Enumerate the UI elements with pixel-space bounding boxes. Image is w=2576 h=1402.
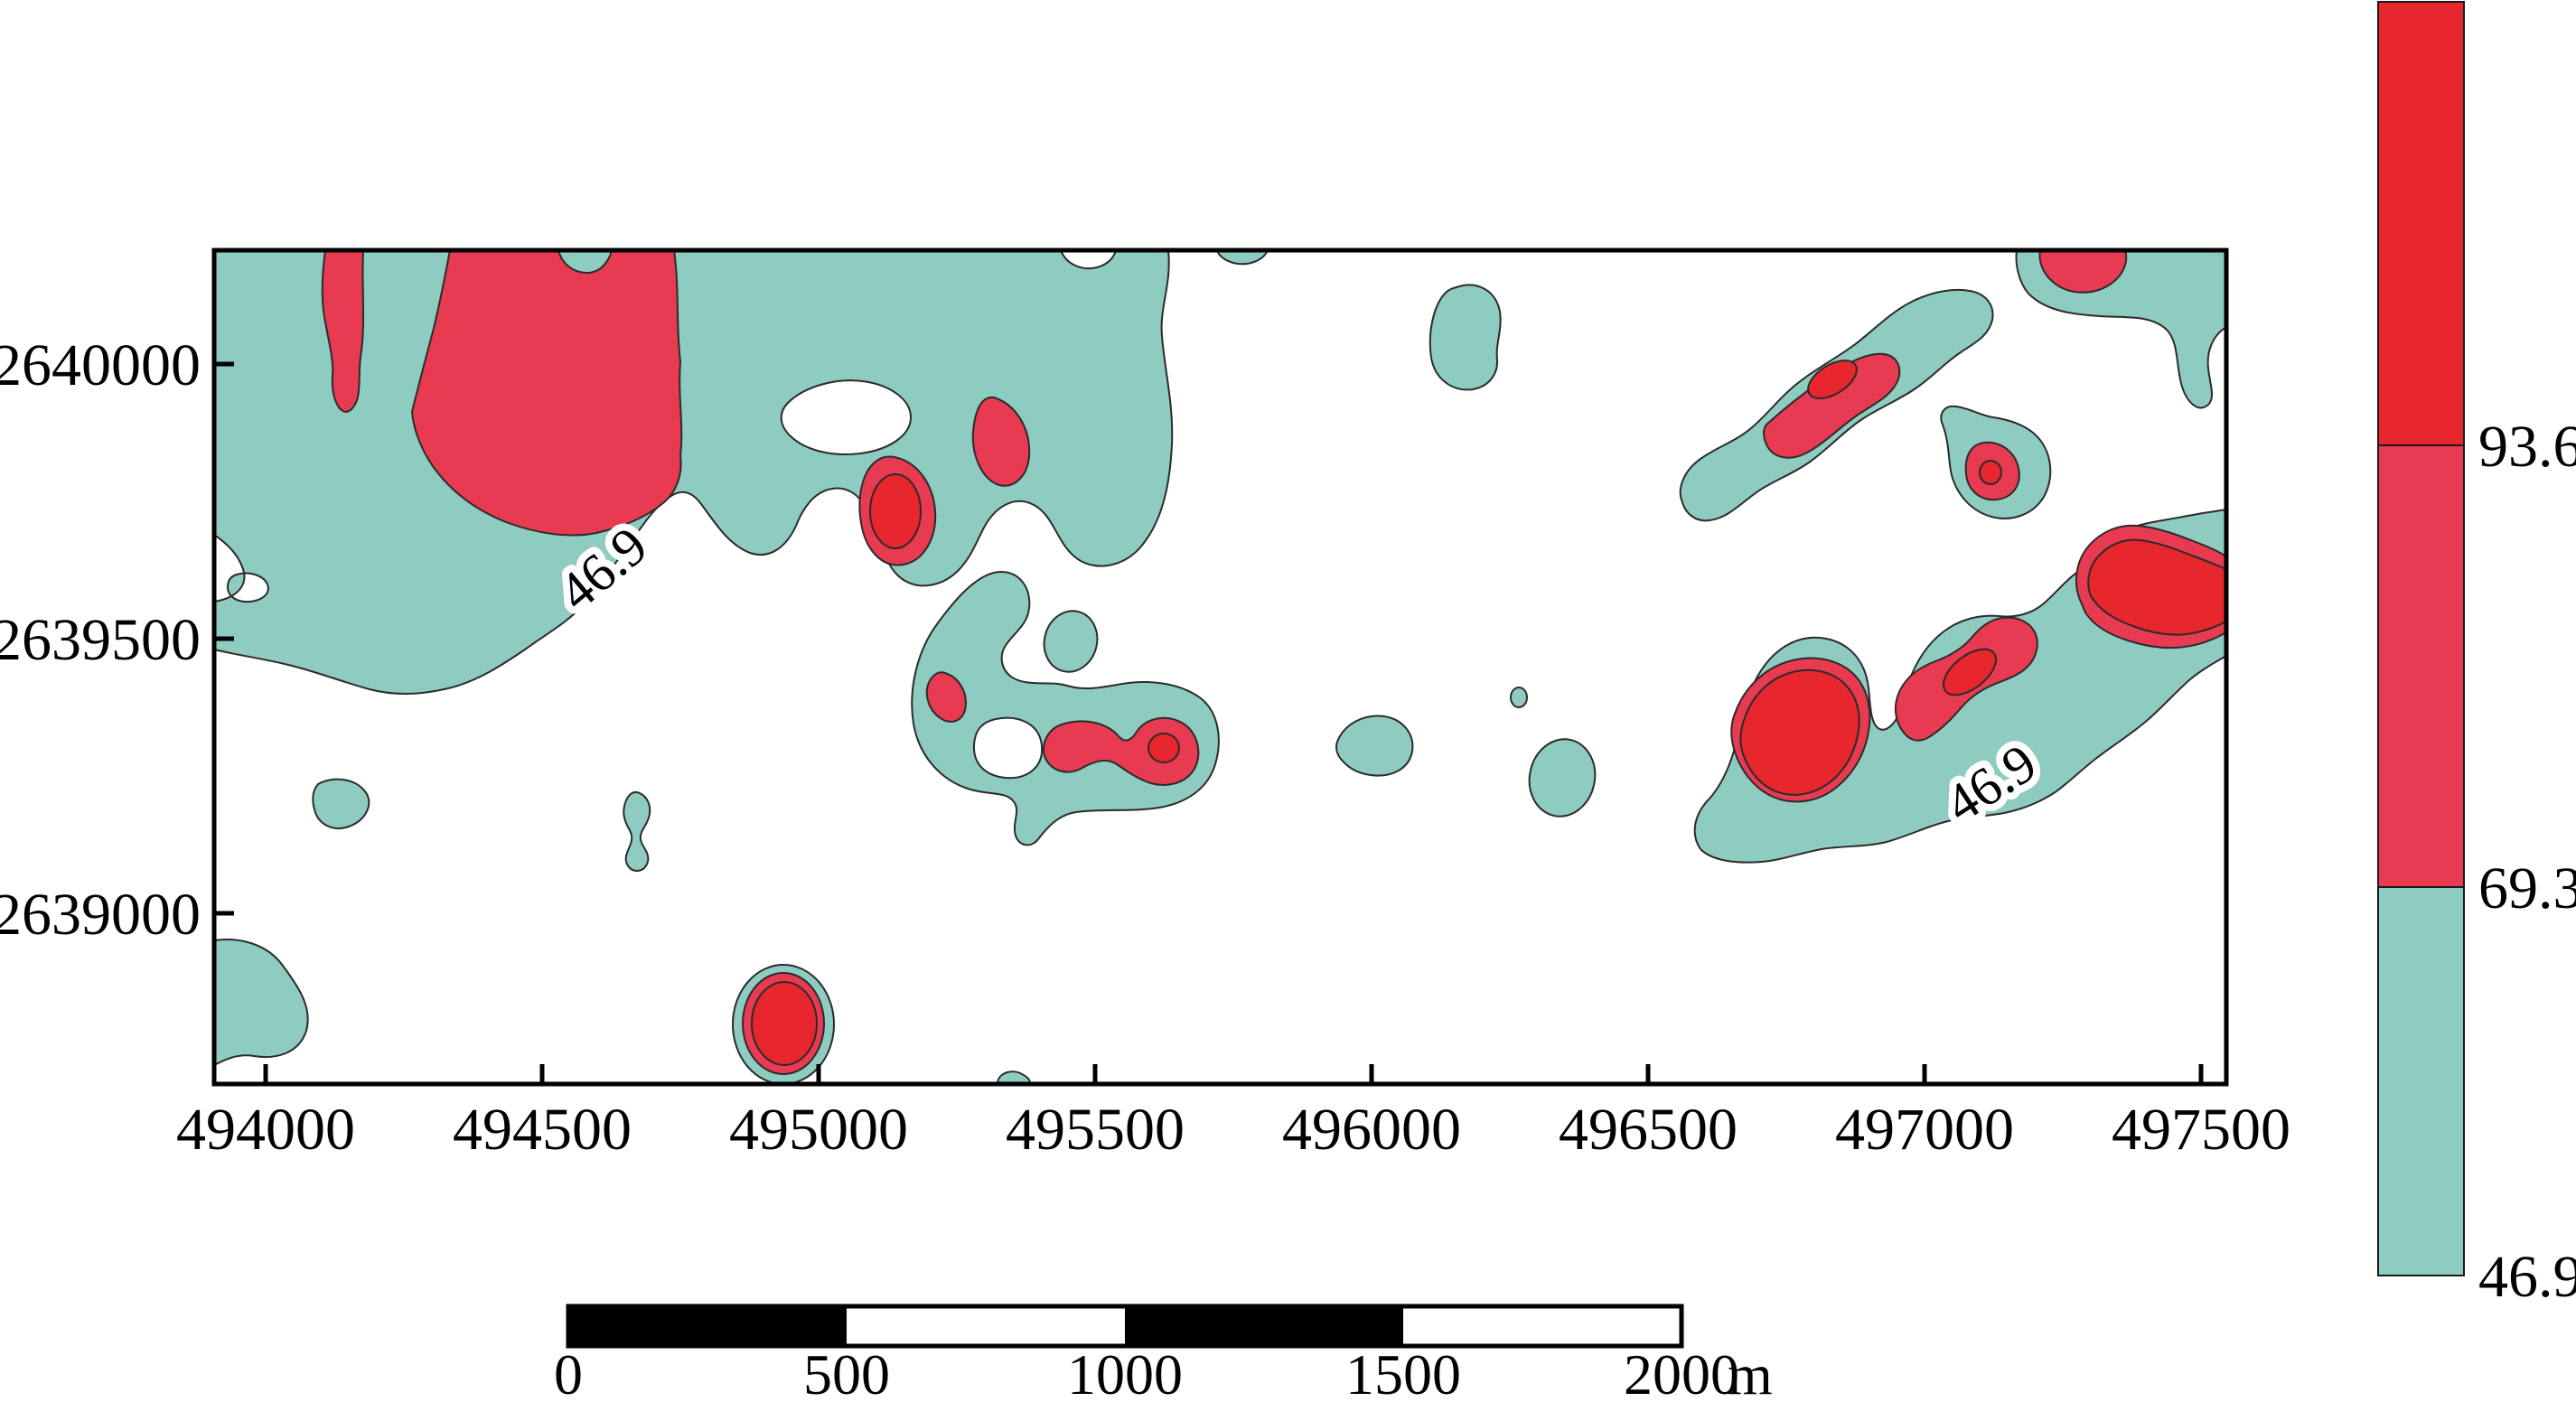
- y-axis-tick-labels: 2640000 2639500 2639000: [0, 332, 201, 948]
- contour-region-bottom-oval-core: [751, 981, 818, 1066]
- x-tick-label: 497500: [2112, 1097, 2290, 1163]
- colorbar-segment-0: [2377, 1, 2465, 446]
- scale-bar-tick-label: 1500: [1345, 1342, 1461, 1397]
- x-tick-label: 495500: [1006, 1097, 1185, 1163]
- scale-bar-tick-label: 2000: [1624, 1342, 1739, 1397]
- contour-region-ne-small-core: [1979, 460, 2002, 485]
- contour-region-ring-dumbbell-core: [1147, 733, 1180, 763]
- y-axis-ticks: [214, 361, 234, 916]
- x-tick-label: 497000: [1835, 1097, 2014, 1163]
- contour-region-ne-corner-red: [2038, 250, 2128, 294]
- contour-region-oval-above-ring: [1043, 610, 1099, 673]
- map-frame: [211, 248, 2229, 1087]
- scale-bar-outline: [566, 1304, 1684, 1349]
- contour-region-mid-dot: [1510, 687, 1528, 708]
- contour-region-left-edge-blob: [214, 939, 309, 1067]
- colorbar-segment-2: [2377, 886, 2465, 1276]
- scale-bar-tick-label: 500: [803, 1342, 890, 1397]
- colorbar-tick-label: 69.3: [2478, 855, 2576, 921]
- scale-bar-tick-label: 1000: [1067, 1342, 1183, 1397]
- contour-region-nw-red-body: [410, 250, 683, 537]
- contour-region-mid-blob: [1335, 715, 1414, 777]
- contour-region-se-red-right-core: [2087, 538, 2226, 636]
- contour-region-ne-band-core: [1807, 360, 1858, 399]
- x-tick-label: 494000: [176, 1097, 355, 1163]
- y-tick-label: 2640000: [0, 332, 201, 398]
- contour-region-nw-red-strip: [321, 250, 365, 413]
- contour-region-finger-red-drop: [971, 396, 1031, 487]
- x-tick-label: 494500: [453, 1097, 632, 1163]
- contour-region-se-red-mid-core: [1943, 648, 1997, 696]
- contour-region-sw-dot: [312, 778, 370, 829]
- colorbar-tick-label: 46.9: [2478, 1244, 2576, 1310]
- contour-region-finger-red-core: [869, 473, 922, 549]
- contour-region-ring-red-drop: [925, 671, 967, 723]
- y-tick-label: 2639500: [0, 607, 201, 673]
- scale-bar-segment-1: [847, 1306, 1125, 1346]
- scale-bar-segment-0: [568, 1306, 847, 1346]
- colorbar-tick-label: 93.6: [2478, 414, 2576, 480]
- scale-bar: [566, 1304, 1684, 1349]
- contour-region-hourglass: [623, 790, 651, 873]
- colorbar: [2377, 1, 2465, 1276]
- y-tick-label: 2639000: [0, 882, 201, 948]
- x-axis-tick-labels: 494000 494500 495000 495500 496000 496500 4970…: [176, 1097, 2290, 1163]
- x-tick-label: 495000: [729, 1097, 908, 1163]
- contour-region-se-red-big-core: [1739, 668, 1860, 796]
- x-tick-label: 496500: [1559, 1097, 1738, 1163]
- contour-regions: [214, 250, 2226, 1084]
- colorbar-segment-1: [2377, 444, 2465, 888]
- x-axis-ticks: [263, 1064, 2204, 1084]
- scale-bar-tick-label: 0: [554, 1342, 583, 1397]
- contour-region-top-sliver: [1215, 250, 1269, 266]
- contour-region-upper-mid-kidney: [1429, 284, 1502, 391]
- scale-bar-segment-2: [1125, 1306, 1403, 1346]
- x-tick-label: 496000: [1282, 1097, 1461, 1163]
- scale-bar-unit: m: [1728, 1342, 1773, 1397]
- scale-bar-segment-3: [1403, 1306, 1681, 1346]
- contour-region-mid-oval: [1528, 738, 1597, 818]
- colorbar-tick-labels: 93.6 69.3 46.9: [2478, 414, 2576, 1310]
